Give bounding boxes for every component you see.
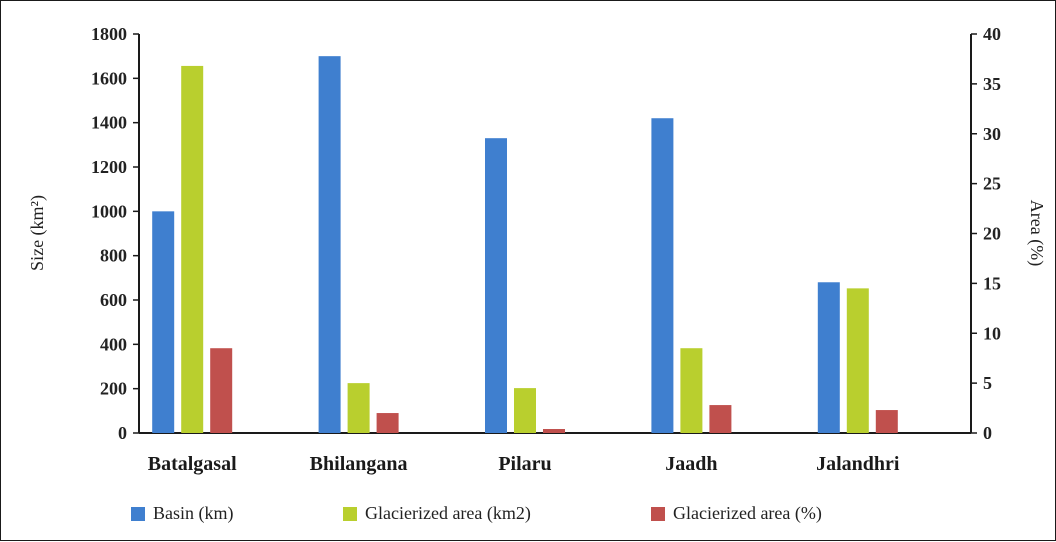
right-tick-label-1: 5 (983, 373, 992, 393)
category-label-4: Jalandhri (816, 453, 900, 475)
right-tick-label-0: 0 (983, 423, 992, 443)
left-tick-label-8: 1600 (91, 68, 127, 88)
right-axis-title: Area (%) (1026, 200, 1047, 266)
left-tick-label-4: 800 (100, 246, 127, 266)
bar-pilaru-series-0 (485, 138, 507, 433)
right-tick-label-3: 15 (983, 273, 1001, 293)
legend-swatch-2 (651, 507, 665, 521)
bar-jaadh-series-2 (709, 405, 732, 433)
category-label-3: Jaadh (665, 453, 717, 475)
left-tick-label-2: 400 (100, 334, 127, 354)
right-tick-label-7: 35 (983, 74, 1001, 94)
left-tick-label-7: 1400 (91, 113, 127, 133)
left-tick-label-6: 1200 (91, 157, 127, 177)
right-tick-label-6: 30 (983, 124, 1001, 144)
legend-label-2: Glacierized area (%) (673, 503, 822, 524)
category-label-1: Bhilangana (310, 453, 408, 475)
category-label-2: Pilaru (498, 453, 551, 475)
left-tick-label-3: 600 (100, 290, 127, 310)
right-tick-label-2: 10 (983, 323, 1001, 343)
category-label-0: Batalgasal (148, 453, 237, 475)
legend-swatch-0 (131, 507, 145, 521)
left-axis-title: Size (km²) (27, 195, 48, 271)
left-tick-label-5: 1000 (91, 201, 127, 221)
legend-label-0: Basin (km) (153, 503, 234, 524)
bar-jalandhri-series-1 (846, 288, 869, 433)
bar-jaadh-series-1 (680, 348, 703, 433)
right-tick-label-5: 25 (983, 174, 1001, 194)
right-tick-label-8: 40 (983, 24, 1001, 44)
left-tick-label-0: 0 (118, 423, 127, 443)
left-tick-label-1: 200 (100, 379, 127, 399)
bar-batalgasal-series-2 (210, 348, 233, 433)
right-tick-label-4: 20 (983, 224, 1001, 244)
bar-bhilangana-series-0 (318, 56, 341, 434)
bar-jaadh-series-0 (651, 118, 674, 433)
bar-bhilangana-series-1 (347, 383, 370, 433)
bar-jalandhri-series-2 (875, 410, 898, 433)
bar-pilaru-series-2 (543, 429, 565, 433)
bar-batalgasal-series-1 (181, 65, 204, 434)
bar-jalandhri-series-0 (817, 282, 840, 433)
legend-swatch-1 (343, 507, 357, 521)
bar-batalgasal-series-0 (152, 211, 175, 433)
bar-bhilangana-series-2 (376, 413, 399, 433)
left-tick-label-9: 1800 (91, 24, 127, 44)
bar-pilaru-series-1 (514, 388, 536, 433)
legend-label-1: Glacierized area (km2) (365, 503, 531, 524)
